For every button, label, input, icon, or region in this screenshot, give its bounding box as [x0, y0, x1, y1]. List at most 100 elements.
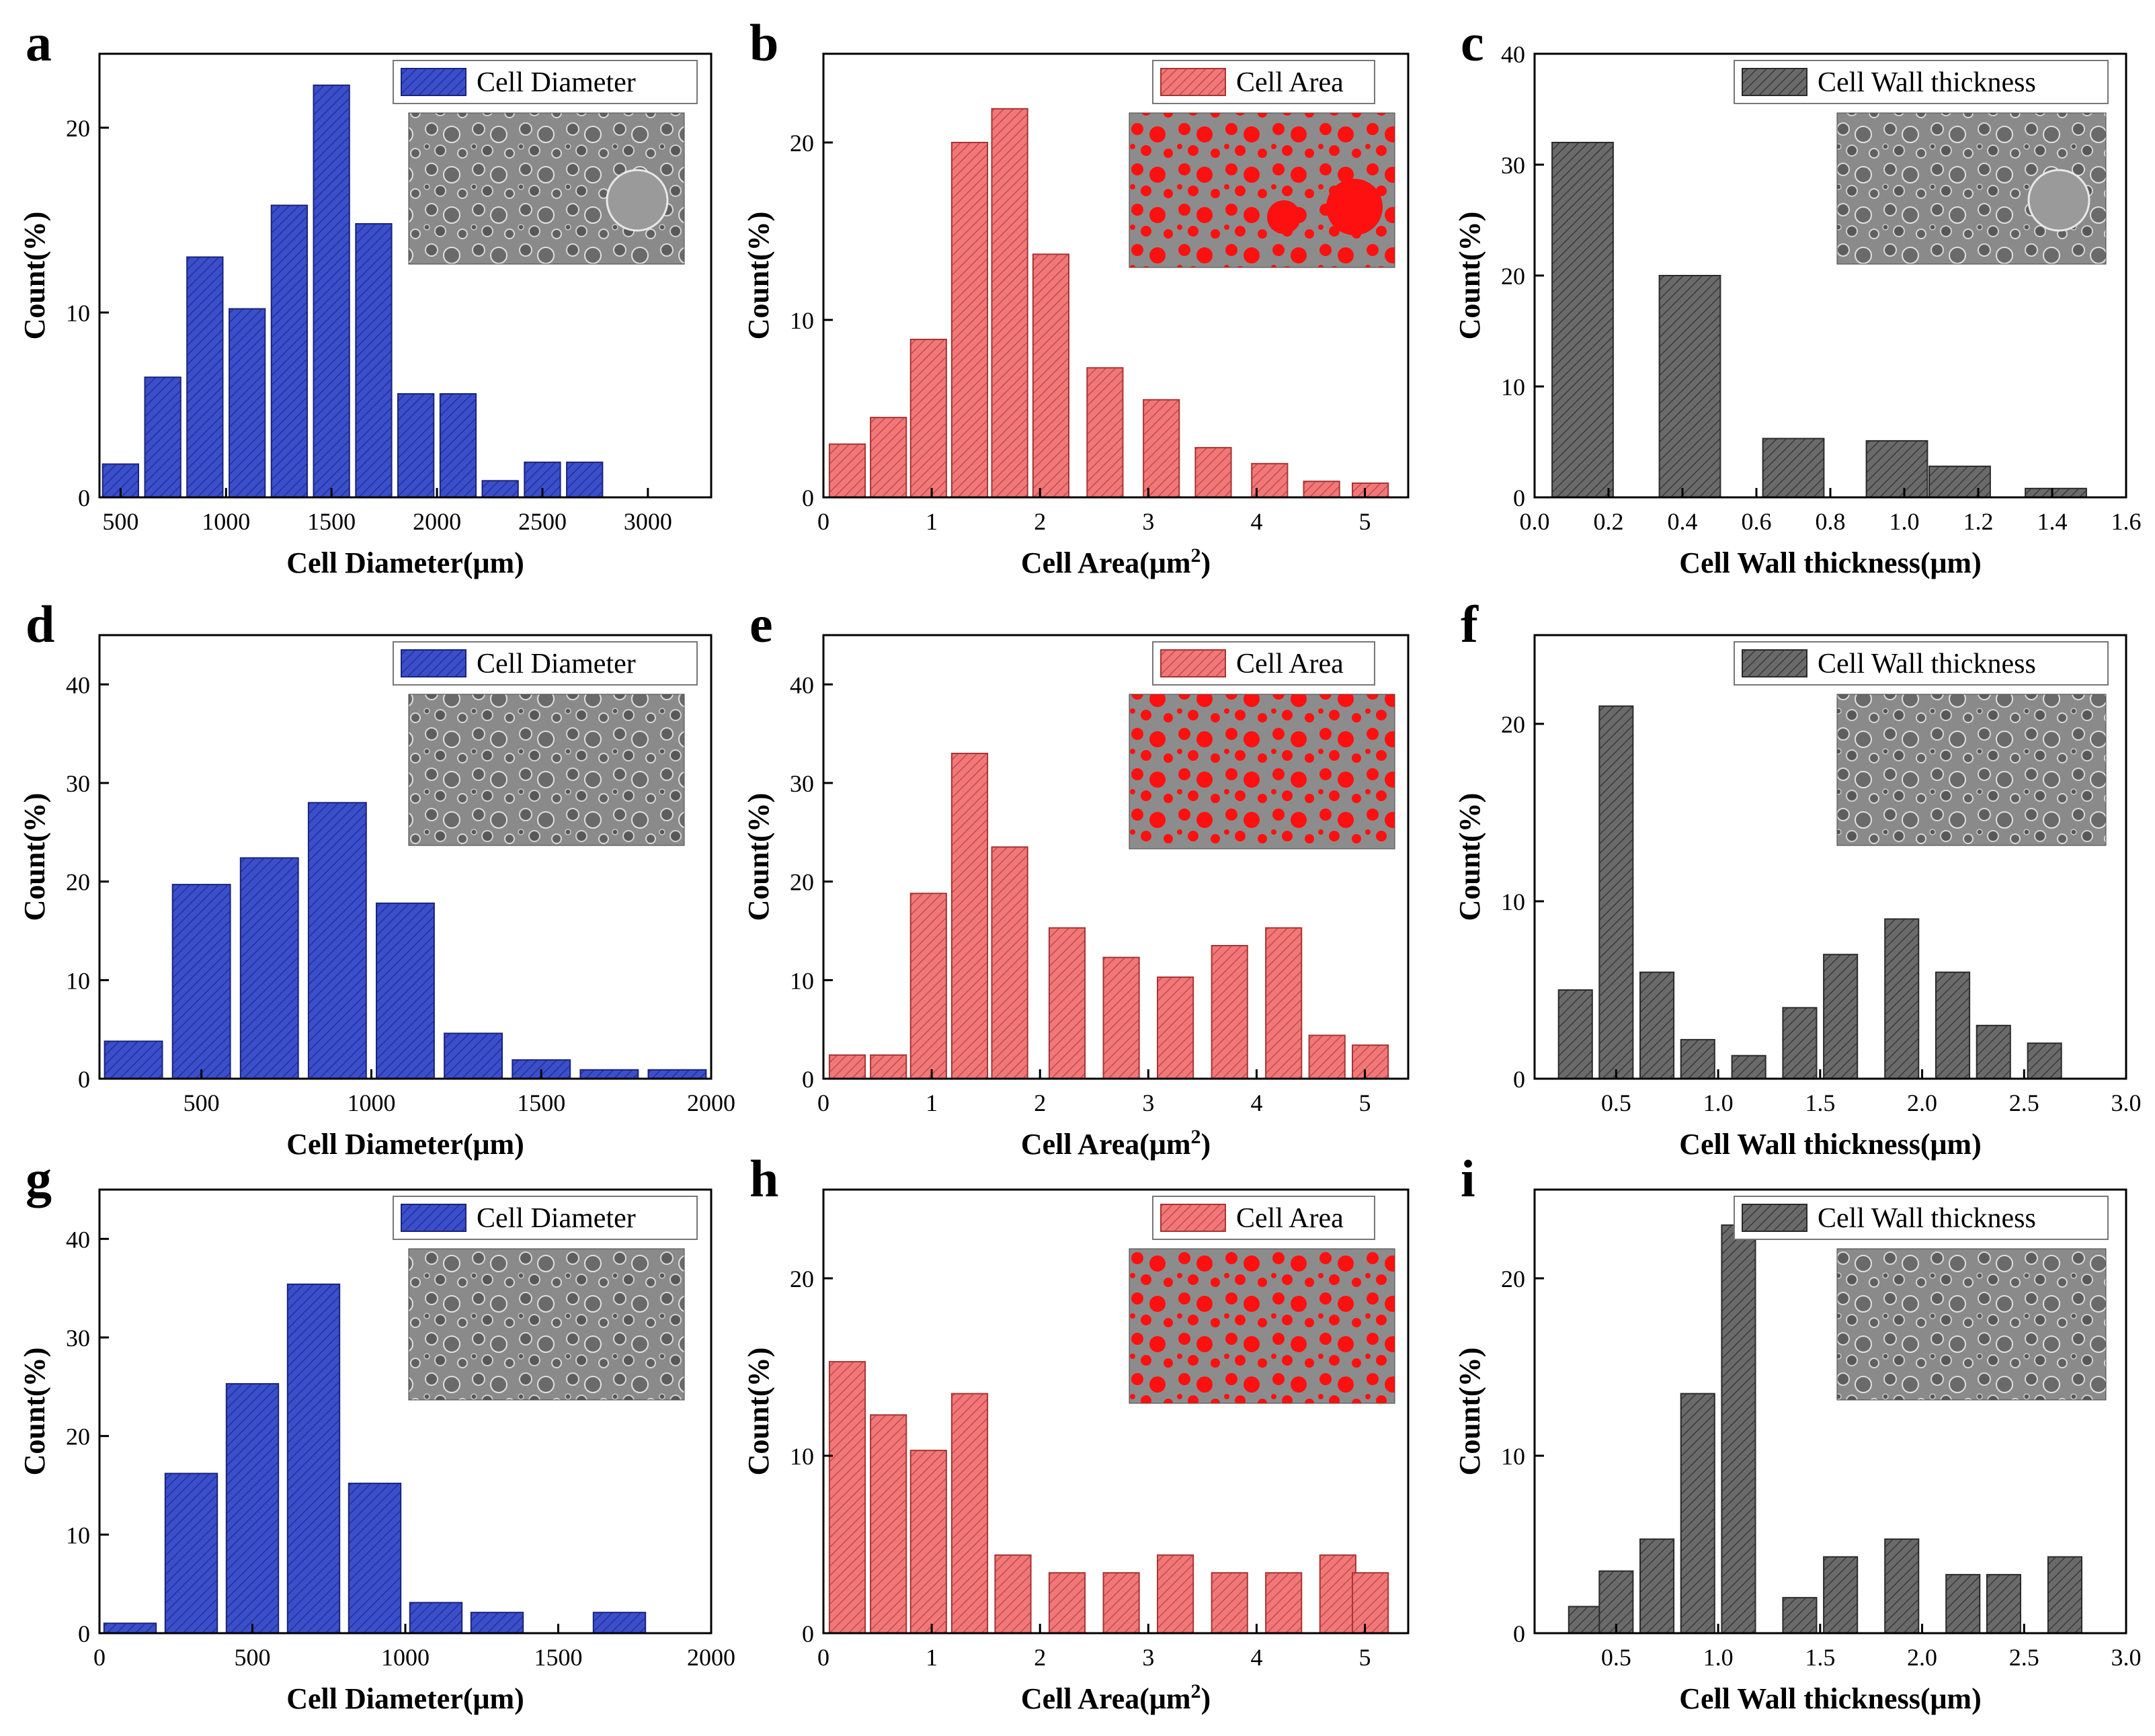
- x-axis-label-superscript: 2: [1190, 1680, 1201, 1702]
- bar: [286, 1283, 341, 1635]
- x-tick-label: 500: [102, 508, 138, 535]
- bar: [1211, 1572, 1248, 1634]
- bar: [828, 1054, 866, 1080]
- x-tick-label: 3: [1142, 1089, 1154, 1116]
- x-tick-label: 1: [926, 1644, 938, 1671]
- x-tick-label: 1.0: [1703, 1644, 1734, 1671]
- inset-sem-image: [1836, 1248, 2107, 1401]
- bar: [225, 1382, 280, 1634]
- bar: [1143, 399, 1180, 498]
- y-axis-label: Count(%): [1453, 793, 1486, 921]
- bar: [1680, 1038, 1715, 1080]
- panel-g: g 0 500 1000 1500 2000 0 10 20 30 40 Cell Diameter(…: [18, 1149, 735, 1715]
- x-tick-label: 1.5: [1805, 1089, 1835, 1116]
- plot-frame: [822, 52, 1410, 499]
- panel-label: i: [1461, 1149, 1475, 1208]
- x-tick-label: 5: [1359, 508, 1371, 535]
- bar: [164, 1473, 218, 1634]
- y-tick-label: 0: [1513, 1620, 1525, 1647]
- legend-swatch: [1160, 1204, 1226, 1232]
- y-tick-label: 10: [66, 300, 90, 327]
- y-tick-label: 10: [790, 307, 814, 334]
- bar: [870, 417, 907, 499]
- x-tick-label: 0.5: [1601, 1644, 1631, 1671]
- y-tick-label: 20: [1501, 1266, 1525, 1292]
- x-axis-label-text: Cell Area(μm: [1021, 1128, 1191, 1161]
- y-tick-label: 20: [66, 869, 90, 896]
- legend-label: Cell Area: [1236, 649, 1344, 679]
- bar: [313, 84, 350, 499]
- bar: [566, 461, 604, 499]
- inset-large-cell: [2027, 169, 2090, 232]
- x-tick-label: 1.0: [1703, 1089, 1734, 1116]
- y-tick-label: 20: [1501, 263, 1525, 290]
- x-tick-label: 1500: [534, 1644, 583, 1671]
- x-axis-label: Cell Area(μm2): [1021, 544, 1211, 580]
- plot-frame: [822, 1188, 1410, 1635]
- y-tick-label: 30: [66, 770, 90, 797]
- y-tick-label: 40: [1501, 41, 1525, 68]
- bar: [1884, 918, 1920, 1080]
- panel-a: a 500 1000 1500 2000 2500 3000 0 10 20 Cell Diamet…: [18, 13, 713, 579]
- x-axis-label-text: Cell Wall thickness(μm): [1679, 1682, 1981, 1715]
- y-axis-label: Count(%): [742, 1348, 775, 1476]
- bar: [103, 1622, 157, 1635]
- y-tick-label: 10: [790, 1443, 814, 1470]
- bar: [1658, 275, 1721, 498]
- bar: [1782, 1007, 1818, 1080]
- bar: [1945, 1573, 1981, 1634]
- x-axis-label-end: ): [1201, 546, 1211, 579]
- legend-swatch: [401, 68, 466, 96]
- x-tick-label: 2: [1034, 508, 1046, 535]
- x-axis-label: Cell Wall thickness(μm): [1679, 1128, 1981, 1161]
- bar: [950, 142, 989, 498]
- bar: [1823, 1556, 1859, 1634]
- y-axis-label: Count(%): [742, 793, 775, 921]
- inset-sem-image: [408, 694, 685, 846]
- y-axis-label: Count(%): [18, 793, 51, 921]
- bar: [171, 884, 231, 1079]
- legend-label: Cell Area: [1236, 1203, 1344, 1234]
- panel-d: d 500 1000 1500 2000 0 10 20 30 40 Cell Diameter(μ…: [18, 595, 735, 1161]
- y-tick-label: 20: [790, 1266, 814, 1292]
- legend-label: Cell Diameter: [477, 1203, 636, 1234]
- bar: [1319, 1554, 1356, 1635]
- y-tick-label: 30: [790, 770, 814, 797]
- y-tick-label: 20: [790, 869, 814, 896]
- y-tick-label: 0: [78, 485, 90, 511]
- y-tick-label: 10: [66, 1522, 90, 1548]
- bar: [991, 846, 1028, 1080]
- x-tick-label: 1.2: [1963, 508, 1994, 535]
- legend-swatch: [1742, 649, 1807, 677]
- y-tick-label: 10: [66, 967, 90, 994]
- y-tick-label: 0: [78, 1066, 90, 1093]
- legend-swatch: [1160, 649, 1226, 677]
- x-axis-label-text: Cell Wall thickness(μm): [1679, 1128, 1981, 1161]
- bar: [1352, 1572, 1389, 1634]
- bar: [1211, 945, 1248, 1079]
- y-axis-label: Count(%): [18, 1348, 51, 1476]
- x-tick-label: 0.0: [1520, 508, 1550, 535]
- bar: [1782, 1597, 1818, 1634]
- bar: [909, 893, 947, 1080]
- x-tick-label: 0: [817, 1644, 829, 1671]
- bar: [270, 204, 309, 498]
- y-tick-label: 10: [790, 967, 814, 994]
- bar: [1986, 1573, 2021, 1634]
- y-axis-label: Count(%): [742, 212, 775, 340]
- x-tick-label: 2500: [518, 508, 567, 535]
- panel-label: c: [1461, 13, 1484, 72]
- panel-i: i 0.5 1.0 1.5 2.0 2.5 3.0 0 10 20 Cell Wall thickn…: [1453, 1149, 2142, 1715]
- y-tick-label: 20: [790, 130, 814, 157]
- bar: [1551, 142, 1614, 498]
- x-tick-label: 0.2: [1594, 508, 1624, 535]
- bar: [828, 1361, 866, 1634]
- bar: [950, 753, 989, 1079]
- y-tick-label: 30: [66, 1325, 90, 1352]
- legend-swatch: [401, 649, 466, 677]
- x-tick-label: 0.5: [1601, 1089, 1631, 1116]
- x-tick-label: 0: [93, 1644, 106, 1671]
